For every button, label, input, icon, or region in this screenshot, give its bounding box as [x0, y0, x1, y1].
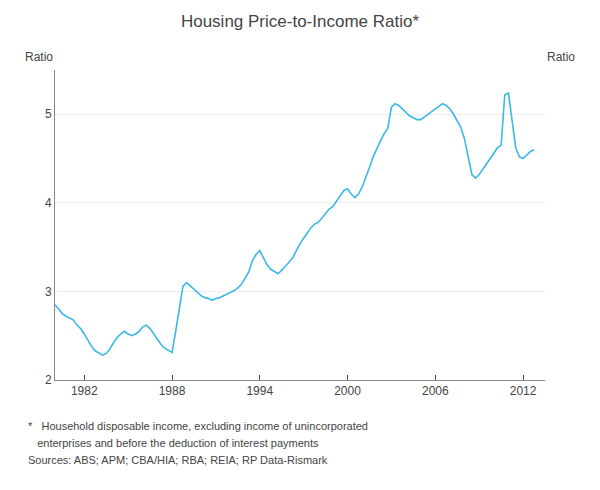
- svg-text:* Household disposable incom: * Household disposable income, excluding…: [28, 420, 368, 432]
- svg-text:1988: 1988: [159, 384, 186, 398]
- svg-text:3: 3: [45, 285, 52, 299]
- svg-text:Ratio: Ratio: [547, 50, 575, 64]
- svg-text:Sources: ABS; APM; CBA/HIA; RB: Sources: ABS; APM; CBA/HIA; RBA; REIA; R…: [28, 454, 328, 466]
- svg-text:2: 2: [45, 373, 52, 387]
- svg-text:2006: 2006: [422, 384, 449, 398]
- svg-text:4: 4: [45, 196, 52, 210]
- svg-text:1982: 1982: [71, 384, 98, 398]
- svg-text:Ratio: Ratio: [25, 50, 53, 64]
- svg-text:5: 5: [45, 107, 52, 121]
- svg-text:Housing Price-to-Income Ratio*: Housing Price-to-Income Ratio*: [181, 12, 419, 31]
- svg-text:2000: 2000: [334, 384, 361, 398]
- svg-text:2012: 2012: [510, 384, 537, 398]
- svg-text:1994: 1994: [246, 384, 273, 398]
- svg-text:enterprises and before the ded: enterprises and before the deduction of …: [28, 437, 319, 449]
